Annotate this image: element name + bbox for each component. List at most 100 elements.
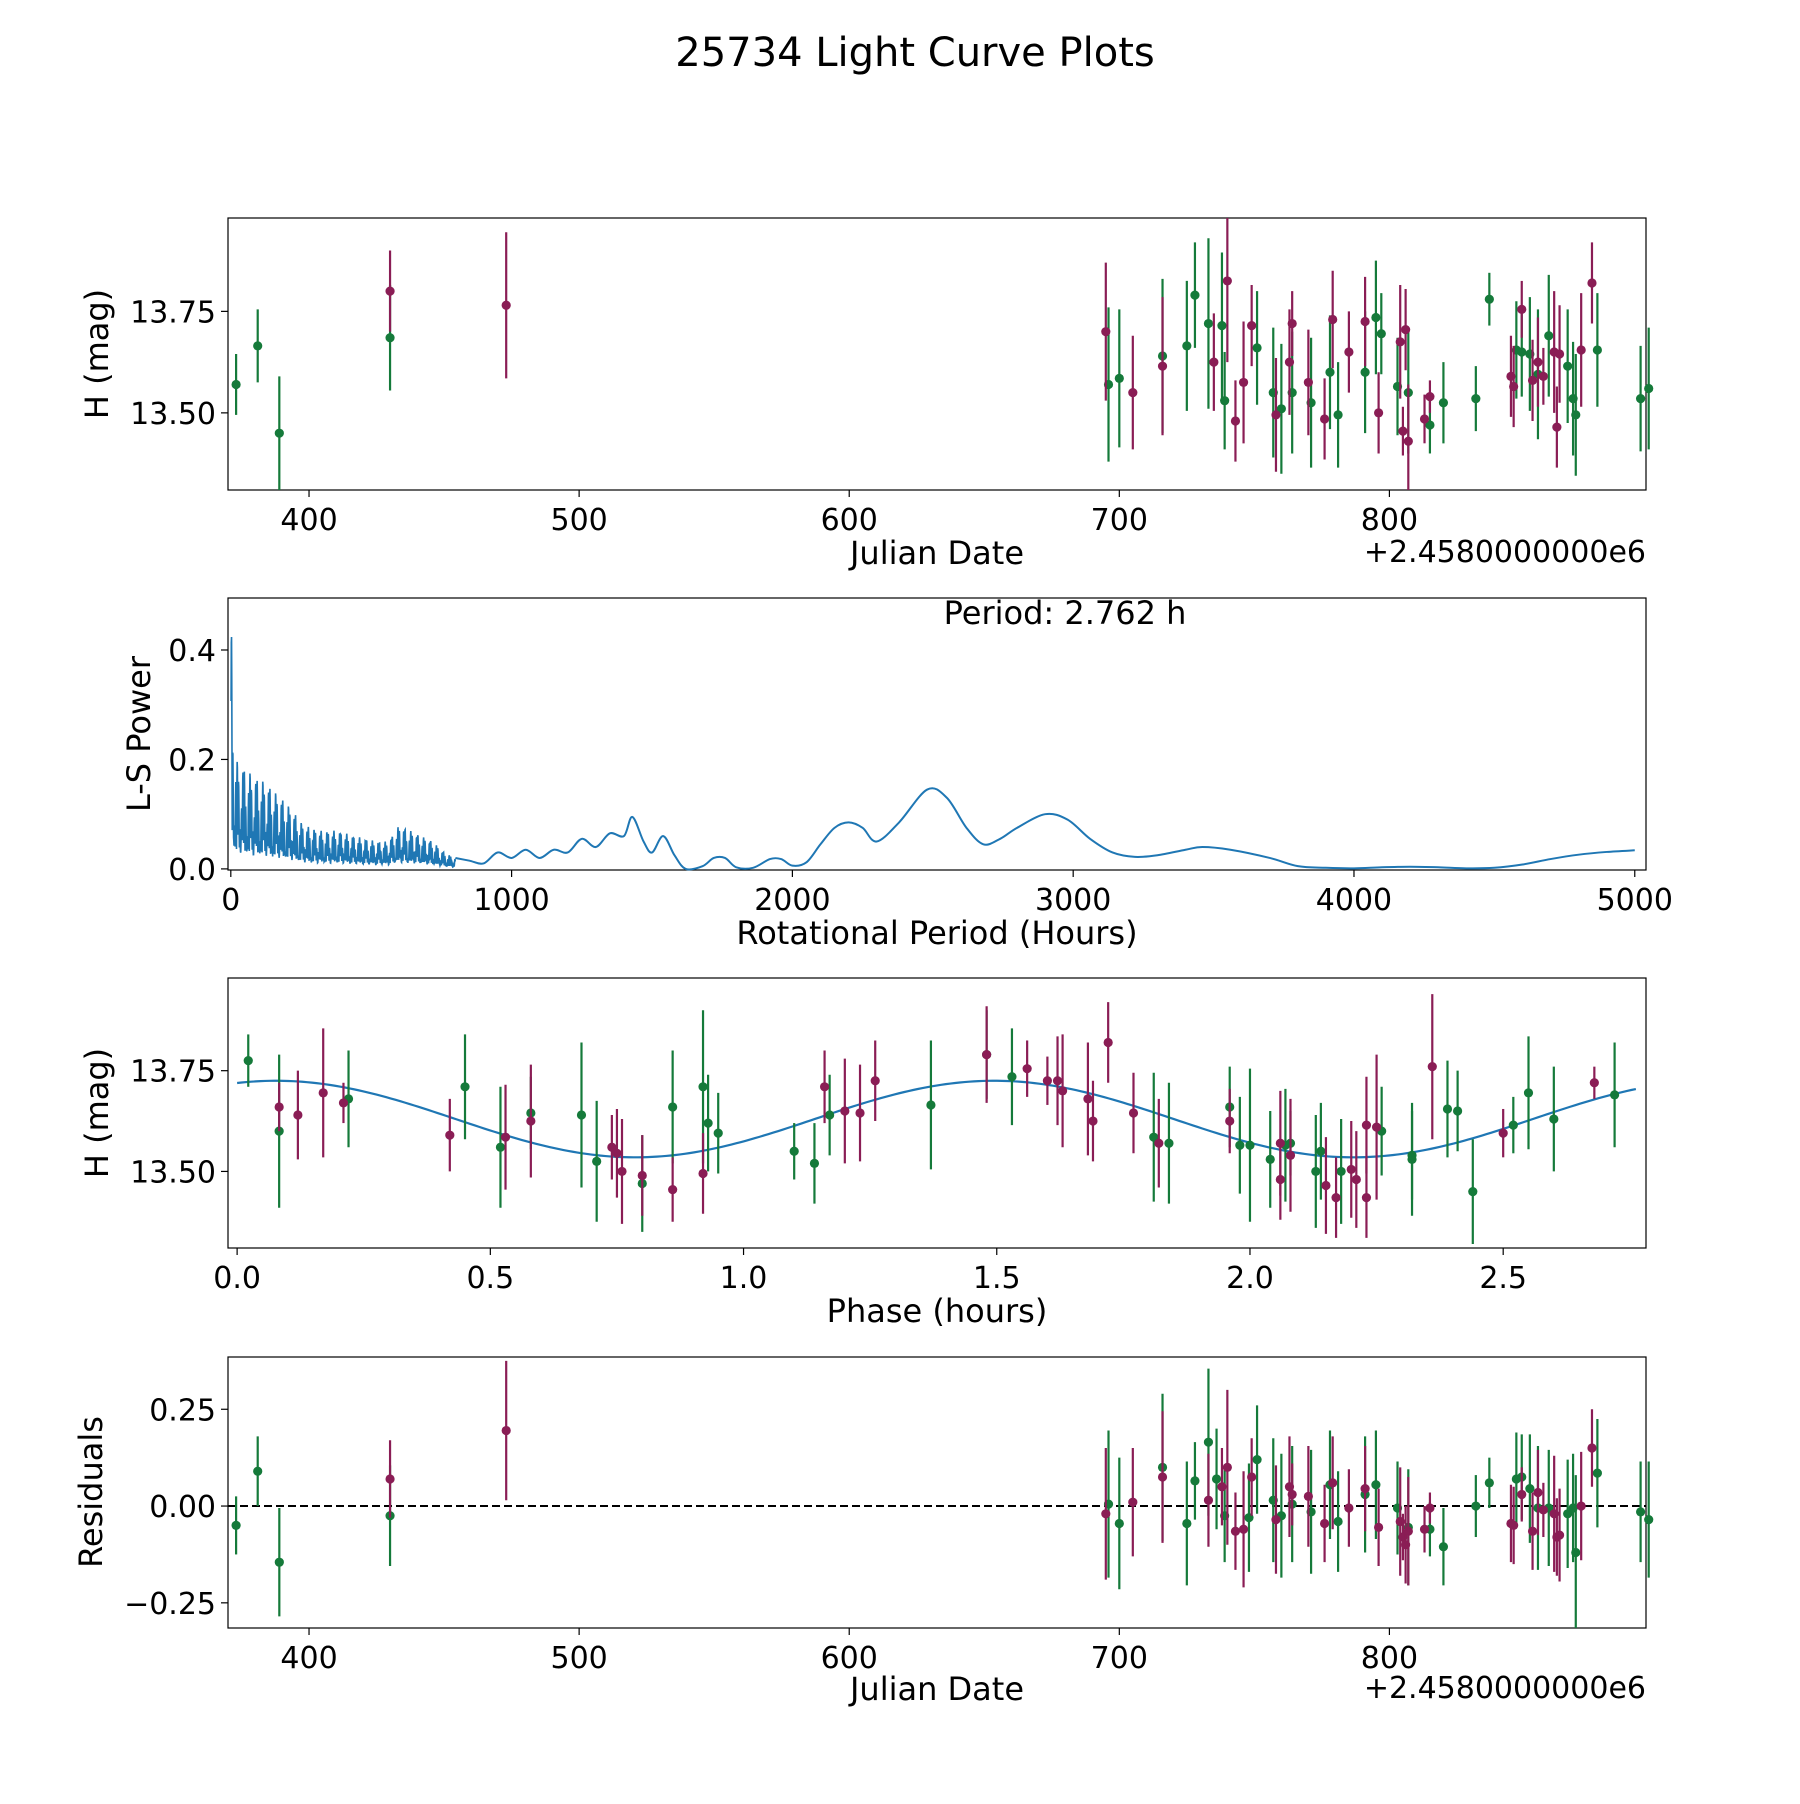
residuals-point-g [1571,1547,1581,1558]
light-curve-point-r [1533,357,1543,367]
residuals-y-tick-label: 0.00 [149,1490,216,1525]
panel-residuals: 400 500 600 700 800 −0.25 0.00 0.25 Julian Date… [72,1356,1654,1708]
phased-x-label: Phase (hours) [827,1292,1048,1330]
light-curve-point-r [1287,318,1297,329]
phased-x-tick-label: 0.5 [466,1261,514,1296]
light-curve-point-r [1328,314,1338,325]
phased-point-g [789,1146,799,1156]
light-curve-point-g [1333,410,1343,420]
phased-point-g [243,1056,253,1066]
light-curve-point-r [385,286,395,296]
phased-point-r [526,1116,536,1126]
phased-point-g [926,1100,936,1110]
residuals-point-r [1157,1472,1168,1482]
residuals-point-r [1587,1443,1597,1453]
light-curve-point-r [1576,345,1586,355]
light-curve-x-tick-label: 500 [550,503,607,538]
residuals-point-r [1222,1462,1232,1472]
residuals-point-g [1471,1501,1481,1511]
light-curve-point-r [1222,276,1232,286]
panel-phased: 0.0 0.5 1.0 1.5 2.0 2.5 13.50 13.75 Phase (hour… [78,977,1647,1330]
residuals-point-g [1592,1468,1602,1478]
light-curve-point-r [1509,381,1519,392]
residuals-point-g [274,1557,284,1567]
phased-point-r [318,1088,328,1098]
residuals-point-r [1576,1501,1586,1511]
residuals-x-label: Julian Date [848,1670,1024,1708]
phased-x-tick-label: 1.5 [973,1261,1021,1296]
phased-point-r [1285,1150,1296,1160]
light-curve-point-r [1319,414,1330,424]
phased-point-r [1371,1122,1382,1132]
figure-title: 25734 Light Curve Plots [675,30,1154,76]
phased-point-g [1407,1150,1417,1160]
residuals-point-r [1554,1530,1565,1540]
residuals-point-r [1360,1484,1370,1494]
phased-point-r [819,1082,830,1092]
light-curve-point-r [1552,422,1562,432]
light-curve-point-r [1554,349,1565,359]
residuals-point-r [1247,1472,1257,1482]
light-curve-point-r [1517,304,1527,314]
phased-x-tick-label: 2.0 [1226,1261,1274,1296]
periodogram-x-tick-label: 3000 [1035,883,1111,918]
periodogram-x-tick-label: 0 [221,883,240,918]
residuals-point-r [501,1425,511,1436]
panel-periodogram: 0 1000 2000 3000 4000 5000 0.0 0.2 0.4 Period: 2… [120,594,1673,952]
phased-point-r [1022,1064,1032,1074]
phased-point-r [1128,1108,1139,1118]
phased-point-r [500,1132,511,1142]
residuals-point-g [1182,1518,1192,1529]
light-curve-point-r [1230,416,1241,426]
periodogram-y-tick-label: 0.2 [168,743,216,778]
residuals-point-g [231,1520,241,1531]
light-curve-point-g [1425,420,1435,430]
light-curve-x-tick-label: 400 [280,503,337,538]
phased-point-r [1346,1164,1356,1175]
light-curve-point-g [253,341,263,351]
light-curve-point-g [1203,318,1214,329]
light-curve-point-r [1128,387,1138,398]
phased-point-g [1549,1114,1559,1124]
periodogram-period-annotation: Period: 2.762 h [944,594,1187,632]
phased-point-r [445,1130,455,1140]
phased-point-r [612,1148,622,1158]
phased-point-g [460,1082,470,1092]
residuals-point-r [1319,1518,1330,1529]
light-curve-point-g [231,379,241,390]
light-curve-point-g [1252,343,1262,353]
phased-point-g [825,1110,835,1120]
phased-point-g [1149,1132,1159,1142]
phased-point-r [668,1184,678,1195]
residuals-point-g [1333,1516,1343,1527]
phased-point-g [1245,1140,1255,1150]
phased-point-r [1275,1138,1285,1148]
light-curve-point-g [385,333,395,343]
residuals-x-tick-label: 700 [1091,1641,1148,1676]
light-curve-point-r [1247,320,1257,331]
residuals-point-r [1217,1482,1227,1492]
phased-point-g [1311,1166,1321,1177]
light-curve-point-r [1403,436,1413,446]
phased-point-r [840,1106,850,1116]
residuals-point-r [1527,1526,1538,1536]
light-curve-point-g [1325,367,1335,377]
phased-point-r [637,1170,647,1181]
phased-point-g [1453,1106,1463,1116]
residuals-point-r [1203,1495,1214,1505]
light-curve-point-g [1484,294,1494,304]
phased-point-r [1589,1078,1599,1088]
phased-point-g [809,1158,820,1168]
residuals-y-tick-label: −0.25 [124,1587,216,1622]
phased-point-g [713,1128,723,1138]
phased-point-r [1351,1174,1361,1185]
light-curve-point-g [1571,410,1581,420]
phased-point-r [274,1102,284,1112]
residuals-point-r [1101,1509,1111,1519]
periodogram-x-label: Rotational Period (Hours) [736,914,1137,952]
light-curve-point-r [1398,426,1408,436]
light-curve-point-g [274,428,284,438]
light-curve-point-g [1190,290,1200,300]
light-curve-point-r [1401,325,1411,335]
light-curve-point-r [1360,316,1370,327]
